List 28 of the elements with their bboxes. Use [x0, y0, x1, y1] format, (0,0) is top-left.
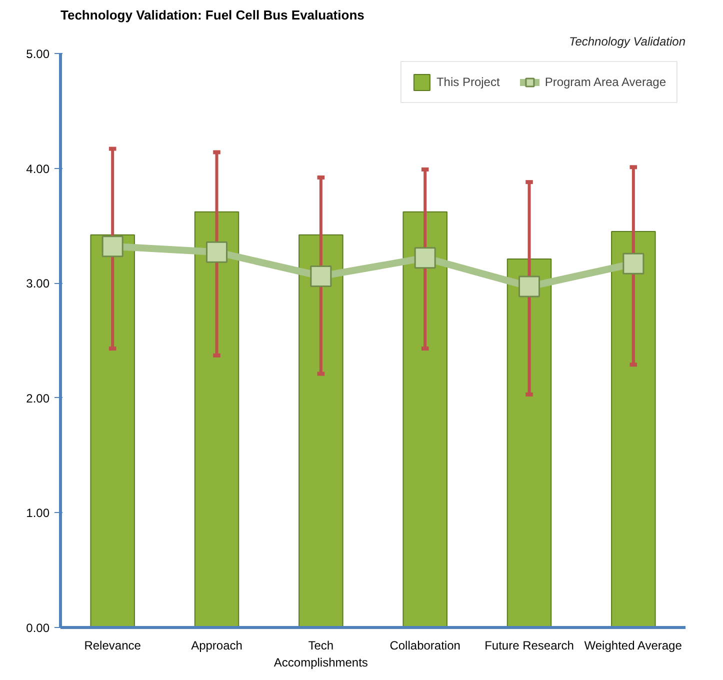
bar — [611, 230, 656, 628]
chart-subtitle: Technology Validation — [568, 34, 686, 48]
x-tick-label: Future Research — [484, 638, 574, 652]
point — [518, 276, 540, 298]
x-tick-label: Tech Accomplishments — [274, 638, 368, 670]
bar — [90, 234, 135, 628]
y-tick-label: 3.00 — [26, 276, 50, 291]
y-tick-label: 4.00 — [26, 162, 50, 176]
y-tick-label: 2.00 — [26, 391, 50, 406]
bar — [194, 211, 240, 628]
point — [102, 236, 124, 258]
y-tick-label: 1.00 — [26, 506, 50, 520]
legend-label: This Project — [436, 75, 500, 89]
chart-title: Technology Validation: Fuel Cell Bus Evaluations — [60, 8, 364, 22]
legend-label: Program Area Average — [544, 75, 666, 89]
point — [310, 265, 332, 287]
point — [414, 247, 436, 269]
point — [622, 252, 644, 274]
bar — [402, 211, 448, 628]
point — [206, 241, 228, 263]
x-tick-label: Collaboration — [390, 638, 460, 652]
y-tick-label: 0.00 — [26, 621, 50, 635]
x-tick-label: Relevance — [84, 638, 142, 652]
bar — [298, 234, 344, 628]
x-tick-label: Weighted Average — [584, 638, 682, 652]
y-tick-label: 5.00 — [26, 47, 50, 61]
x-tick-label: Approach — [191, 638, 242, 652]
bar — [506, 258, 552, 628]
